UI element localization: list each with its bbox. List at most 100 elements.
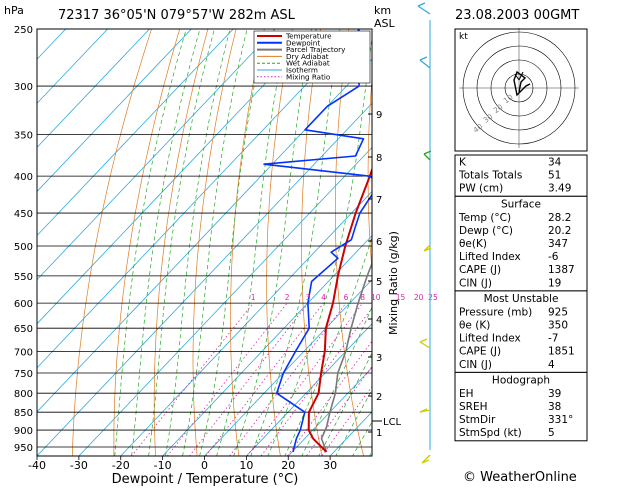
table-row-value: -7 [548, 333, 558, 345]
x-tick-label: 20 [281, 459, 295, 472]
pressure-tick-label: 250 [14, 25, 33, 36]
km-tick-label: 7 [376, 195, 382, 206]
mixing-ratio-line [305, 365, 372, 456]
mixing-ratio-line [166, 302, 288, 456]
wind-barb [423, 153, 431, 161]
hpa-unit-label: hPa [4, 4, 24, 17]
table-box [454, 195, 588, 292]
mixing-ratio-value-label: 2 [285, 293, 290, 302]
pressure-tick-label: 500 [14, 242, 33, 253]
isotherm-line [162, 234, 372, 456]
km-tick-label: 9 [376, 110, 382, 121]
table-box [454, 290, 588, 373]
isotherm-line [37, 29, 109, 104]
table-section-title: Surface [501, 198, 541, 210]
table-row-value: 4 [548, 359, 555, 371]
x-tick-label: 10 [239, 459, 253, 472]
table-row-label: Lifted Index [459, 333, 521, 345]
pressure-tick-label: 650 [14, 324, 33, 335]
isotherm-line [78, 146, 372, 456]
legend-box [253, 30, 371, 84]
km-unit-label: km [374, 4, 391, 17]
legend-label: Dewpoint [286, 38, 320, 47]
legend-label: Isotherm [286, 66, 318, 75]
legend-label: Wet Adiabat [286, 59, 330, 68]
km-tick-label: 1 [376, 428, 382, 439]
stats-tables: K 34 Totals Totals 51 PW (cm) 3.49 Surface Temp… [454, 154, 588, 442]
table-row-label: CAPE (J) [459, 346, 501, 358]
legend-label: Temperature [285, 32, 332, 41]
dry-adiabat-line [71, 29, 152, 456]
wind-barb [421, 454, 431, 464]
storm-motion-marker [514, 71, 524, 81]
km-tick-label: 3 [376, 353, 382, 364]
dewpoint-line [263, 29, 372, 453]
table-row-label: StmSpd (kt) [459, 427, 522, 439]
table-row-value: 1851 [548, 346, 575, 358]
header-station-line: 72317 36°05'N 079°57'W 282m ASL [58, 8, 296, 23]
mixing-ratio-labels: 1 2 3 4 6 8 10 15 20 25 [251, 293, 438, 302]
wet-adiabat-line [131, 29, 201, 456]
dry-adiabat-line [230, 29, 265, 456]
wind-barb-flag [419, 56, 428, 61]
mixing-ratio-value-label: 20 [414, 293, 424, 302]
isotherm-line [37, 102, 372, 456]
km-tick-label: 5 [376, 277, 382, 288]
wet-adiabat-line [284, 235, 372, 456]
table-row-value: -6 [548, 251, 559, 263]
x-tick-label: -40 [28, 459, 46, 472]
isotherm-line [287, 367, 372, 456]
asl-unit-label: ASL [374, 17, 396, 30]
mixing-ratio-value-label: 4 [321, 293, 326, 302]
wind-barb-flag [419, 338, 428, 343]
dry-adiabat-line [400, 0, 454, 478]
table-row-label: EH [459, 388, 474, 400]
legend-label: Mixing Ratio [286, 72, 330, 81]
dry-adiabat-line [367, 74, 372, 275]
table-row-label: Totals Totals [458, 170, 522, 182]
pressure-tick-label: 950 [14, 443, 33, 454]
wet-adiabat-line [318, 352, 372, 456]
pressure-tick-label: 700 [14, 347, 33, 358]
copyright-text: © WeatherOnline [463, 470, 577, 485]
table-row-label: CIN (J) [459, 359, 492, 371]
table-row-value: 1387 [548, 264, 575, 276]
km-tick-label: 4 [376, 315, 382, 326]
km-tick-label: 8 [376, 153, 382, 164]
pressure-tick-label: 600 [14, 299, 33, 310]
x-tick-label: -10 [154, 459, 172, 472]
table-row-label: Temp (°C) [458, 212, 511, 224]
dry-adiabat-line [153, 29, 209, 456]
table-row-value: 20.2 [548, 225, 571, 237]
isotherm-line [203, 279, 372, 456]
x-tick-label: 0 [201, 459, 208, 472]
isotherm-line [37, 29, 67, 60]
table-row-value: 34 [548, 157, 562, 169]
hodograph-kt-label: kt [459, 32, 468, 42]
mixing-ratio-value-label: 1 [251, 293, 256, 302]
legend-label: Parcel Trajectory [286, 45, 346, 54]
table-row-label: Dewp (°C) [459, 225, 513, 237]
table-row-value: 3.49 [548, 183, 571, 195]
x-tick-label: -30 [70, 459, 88, 472]
table-row-value: 331° [548, 414, 573, 426]
km-tick-label: 6 [376, 237, 382, 248]
plot-profiles [263, 29, 372, 453]
table-row-label: θe (K) [459, 320, 490, 332]
table-row-label: StmDir [459, 414, 496, 426]
plot-frame [36, 28, 373, 457]
isotherm-line [120, 190, 372, 456]
table-row-value: 38 [548, 401, 561, 413]
table-section-title: Most Unstable [484, 293, 559, 305]
table-row-value: 350 [548, 320, 568, 332]
header-datetime: 23.08.2003 00GMT [455, 8, 579, 23]
wet-adiabat-line [114, 29, 187, 456]
mixing-ratio-line [246, 302, 363, 456]
wet-adiabat-line [148, 29, 215, 456]
wind-barb-flag [421, 459, 430, 464]
table-row-value: 28.2 [548, 212, 571, 224]
table-row-value: 347 [548, 238, 568, 250]
x-tick-label: -20 [112, 459, 130, 472]
lcl-label: LCL [383, 417, 402, 428]
